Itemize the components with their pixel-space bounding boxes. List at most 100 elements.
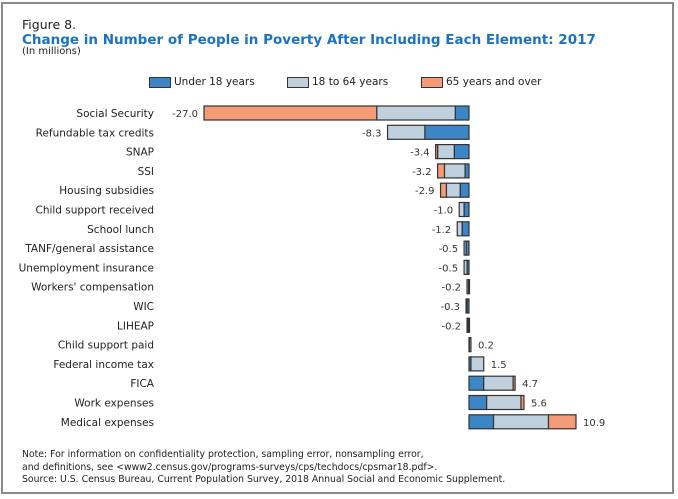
notes: Note: For information on confidentiality…	[22, 449, 505, 487]
bar-segment-age18to64	[483, 375, 514, 391]
bar-row: Unemployment insurance -0.5	[19, 259, 470, 275]
bar-row: SSI -3.2	[138, 163, 470, 179]
chart-title: Change in Number of People in Poverty Af…	[22, 32, 596, 48]
bar-row: FICA 4.7	[130, 375, 538, 391]
category-label: Housing subsidies	[59, 185, 154, 197]
data-label: 10.9	[583, 418, 605, 429]
bar-segment-age18to64	[470, 356, 485, 372]
bar-segment-age18to64	[492, 414, 550, 430]
bar-segment-age18to64	[463, 240, 467, 256]
category-label: TANF/general assistance	[24, 243, 154, 255]
bar-segment-age65plus	[512, 375, 516, 391]
source-line: Source: U.S. Census Bureau, Current Popu…	[22, 474, 506, 485]
legend-swatch	[421, 76, 443, 88]
note-line: Note: For information on confidentiality…	[22, 449, 424, 460]
bar-segment-under18	[461, 221, 470, 237]
legend-label: 65 years and over	[446, 76, 542, 88]
legend-item-under18: Under 18 years	[149, 76, 255, 88]
data-label: 1.5	[491, 360, 507, 371]
bar-row: TANF/general assistance -0.5	[24, 240, 470, 256]
figure-label: Figure 8.	[22, 17, 77, 32]
bar-segment-age18to64	[468, 337, 472, 353]
bar-row: Housing subsidies -2.9	[59, 182, 470, 198]
bar-segment-age18to64	[465, 298, 468, 314]
data-label: -0.2	[442, 283, 462, 294]
bar-row: Child support paid 0.2	[58, 337, 494, 353]
data-label: -1.2	[432, 225, 452, 236]
data-label: -0.5	[439, 244, 459, 255]
category-label: SNAP	[126, 147, 154, 159]
data-label: -1.0	[434, 206, 454, 217]
legend-swatch	[149, 76, 171, 88]
data-label: -0.2	[442, 321, 462, 332]
bar-segment-under18	[424, 124, 470, 140]
chart-subtitle: (In millions)	[22, 46, 81, 57]
figure-frame	[1, 2, 674, 494]
bar-segment-age65plus	[466, 317, 469, 333]
data-label: -8.3	[362, 128, 382, 139]
category-label: FICA	[130, 378, 154, 390]
bar-segment-under18	[459, 182, 470, 198]
data-label: -0.3	[441, 302, 461, 313]
legend-label: Under 18 years	[174, 76, 255, 88]
category-label: Unemployment insurance	[19, 262, 154, 274]
category-label: Federal income tax	[53, 359, 154, 371]
category-label: Medical expenses	[61, 417, 154, 429]
bar-row: Refundable tax credits -8.3	[36, 124, 470, 140]
bar-segment-age18to64	[376, 105, 456, 121]
bar-segment-under18	[463, 201, 470, 218]
data-label: -3.2	[412, 167, 432, 178]
note-line: and definitions, see <www2.census.gov/pr…	[22, 461, 438, 473]
category-label: Child support paid	[58, 340, 154, 352]
category-label: WIC	[133, 301, 154, 313]
bar-segment-age18to64	[386, 124, 426, 140]
data-label: -2.9	[415, 186, 435, 197]
bar-segment-age18to64	[486, 394, 522, 411]
bar-segment-age65plus	[547, 414, 577, 430]
legend-item-18to64: 18 to 64 years	[287, 76, 388, 88]
bar-segment-age18to64	[466, 279, 470, 295]
bar-segment-under18	[453, 144, 470, 160]
bar-segment-age18to64	[436, 144, 455, 160]
bar-row: Work expenses 5.6	[74, 394, 547, 411]
data-label: -0.5	[439, 263, 459, 274]
bar-segment-under18	[454, 105, 470, 121]
bar-segment-age65plus	[439, 182, 448, 198]
bar-segment-age65plus	[435, 144, 439, 160]
bar-segment-age18to64	[458, 201, 465, 218]
legend-swatch	[287, 76, 309, 88]
category-label: School lunch	[87, 224, 154, 236]
bar-row: LIHEAP -0.2	[117, 317, 471, 333]
category-label: SSI	[138, 166, 154, 178]
bar-segment-under18	[468, 394, 488, 411]
category-label: Child support received	[35, 205, 154, 217]
category-label: Refundable tax credits	[36, 127, 154, 139]
bar-row: WIC -0.3	[133, 298, 470, 314]
bar-row: Child support received -1.0	[35, 201, 470, 218]
bar-segment-age18to64	[445, 182, 461, 198]
data-label: 4.7	[522, 379, 538, 390]
data-label: 0.2	[478, 341, 494, 352]
bar-segment-under18	[468, 414, 495, 430]
category-label: LIHEAP	[117, 320, 154, 332]
data-label: -27.0	[172, 109, 198, 120]
bar-segment-age18to64	[456, 221, 463, 237]
legend: Under 18 years 18 to 64 years 65 years a…	[0, 76, 678, 90]
legend-item-65plus: 65 years and over	[421, 76, 541, 88]
bar-row: Federal income tax 1.5	[53, 356, 507, 372]
data-label: -3.4	[410, 148, 430, 159]
bar-row: SNAP -3.4	[126, 144, 470, 160]
bar-segment-age18to64	[443, 163, 466, 179]
legend-label: 18 to 64 years	[312, 76, 389, 88]
bar-row: Social Security -27.0	[76, 105, 470, 121]
bar-segment-age18to64	[463, 259, 468, 275]
bar-segment-age65plus	[520, 394, 525, 411]
category-label: Work expenses	[74, 398, 154, 410]
bar-segment-age65plus	[203, 105, 378, 121]
bar-segment-under18	[468, 375, 485, 391]
category-label: Workers' compensation	[31, 282, 154, 294]
bar-segment-age65plus	[436, 163, 446, 179]
bar-row: Medical expenses 10.9	[61, 414, 605, 430]
category-label: Social Security	[76, 108, 154, 120]
